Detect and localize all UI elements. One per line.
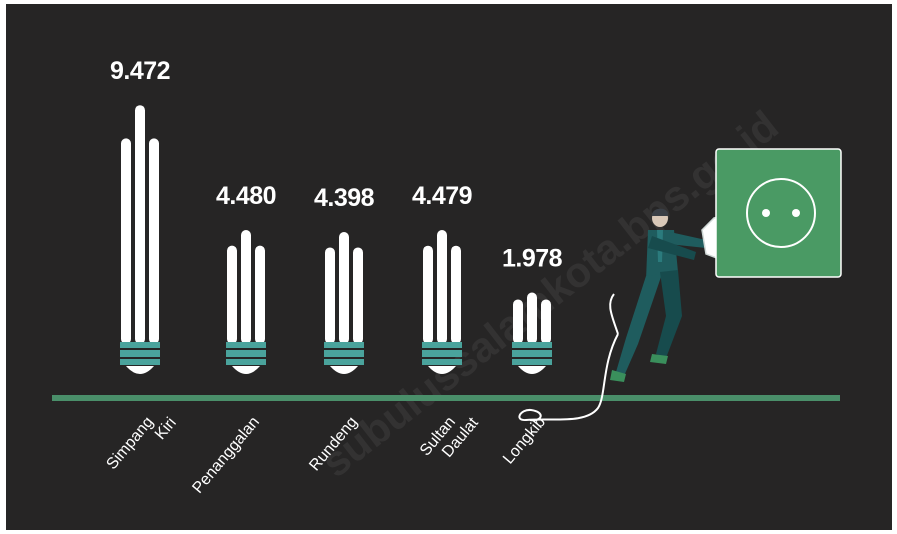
chart: subulussalamkota.bps.go.id 9.472SimpangK…	[52, 57, 842, 497]
power-cord	[518, 333, 619, 422]
bulb-base-ring	[226, 359, 266, 365]
bulb-base-ring	[226, 350, 266, 357]
bar-bulb	[512, 292, 552, 374]
bulb-tube	[423, 245, 433, 344]
bulb-base-ring	[226, 342, 266, 348]
bulb-tube	[339, 232, 349, 344]
data-label: 9.472	[110, 57, 170, 85]
bulb-base-ring	[120, 342, 160, 348]
data-label: 1.978	[502, 245, 563, 273]
bulb-tube	[353, 247, 363, 344]
bulb-tube	[437, 230, 447, 344]
bulb-tip	[126, 366, 154, 374]
bar-bulb	[120, 105, 160, 374]
bar-bulb	[324, 232, 364, 374]
man-plugging-cable-icon	[610, 208, 706, 382]
bulb-base-ring	[422, 342, 462, 348]
bulb-tube	[241, 230, 251, 344]
wall-socket-icon	[715, 148, 842, 278]
bulb-base-ring	[422, 350, 462, 357]
bulb-tube	[149, 138, 159, 344]
bulb-tube	[227, 245, 237, 344]
bulb-tube	[325, 247, 335, 344]
bulb-base-ring	[512, 359, 552, 365]
bulb-base-ring	[324, 359, 364, 365]
baseline	[52, 395, 840, 401]
bulb-tube	[527, 292, 537, 344]
bulb-base-ring	[120, 350, 160, 357]
data-label: 4.398	[314, 184, 375, 212]
bulb-tip	[232, 366, 260, 374]
bar-bulb	[422, 230, 462, 374]
chart-frame: subulussalamkota.bps.go.id 9.472 SimpangK…	[6, 4, 892, 530]
bulb-tip	[330, 366, 358, 374]
bulb-base-ring	[422, 359, 462, 365]
bulb-tube	[135, 105, 145, 344]
bulb-base-ring	[512, 350, 552, 357]
bulb-tube	[513, 299, 523, 344]
category-label: SimpangKiri	[103, 403, 179, 485]
category-label: Longkib	[500, 414, 549, 468]
bulb-tip	[428, 366, 456, 374]
bulb-base-ring	[324, 342, 364, 348]
bulb-tube	[541, 299, 551, 344]
data-label: 4.479	[412, 182, 472, 210]
data-label: 4.480	[216, 182, 276, 210]
bulb-base-ring	[120, 359, 160, 365]
category-label: Penanggalan	[189, 414, 263, 497]
bulb-tip	[518, 366, 546, 374]
power-cord-upper	[609, 293, 619, 335]
bulb-tube	[121, 138, 131, 344]
bulb-tube	[255, 245, 265, 344]
bulb-base-ring	[324, 350, 364, 357]
bar-bulb	[226, 230, 266, 374]
bulb-tube	[451, 245, 461, 344]
bulb-base-ring	[512, 342, 552, 348]
